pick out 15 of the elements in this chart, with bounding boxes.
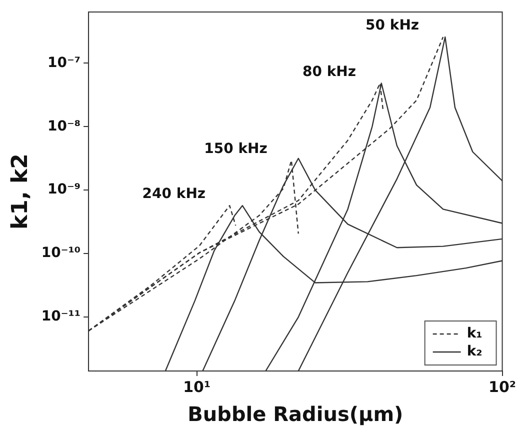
y-axis-title: k1, k2 xyxy=(8,154,33,230)
x-axis-title: Bubble Radius(μm) xyxy=(188,402,404,426)
y-tick-label: 10⁻⁹ xyxy=(48,182,81,198)
x-tick-label: 10¹ xyxy=(183,378,211,396)
y-tick-label: 10⁻¹¹ xyxy=(41,308,81,325)
annotation: 50 kHz xyxy=(366,18,420,34)
annotation: 240 kHz xyxy=(142,186,206,202)
y-tick-label: 10⁻¹⁰ xyxy=(41,245,81,262)
y-tick-label: 10⁻⁸ xyxy=(48,118,81,134)
annotation: 150 kHz xyxy=(204,141,268,158)
annotation: 80 kHz xyxy=(302,64,356,80)
x-tick-label: 10² xyxy=(488,378,516,396)
y-tick-label: 10⁻⁷ xyxy=(48,54,81,71)
legend-label: k₂ xyxy=(466,344,482,360)
legend-label: k₁ xyxy=(466,326,482,342)
